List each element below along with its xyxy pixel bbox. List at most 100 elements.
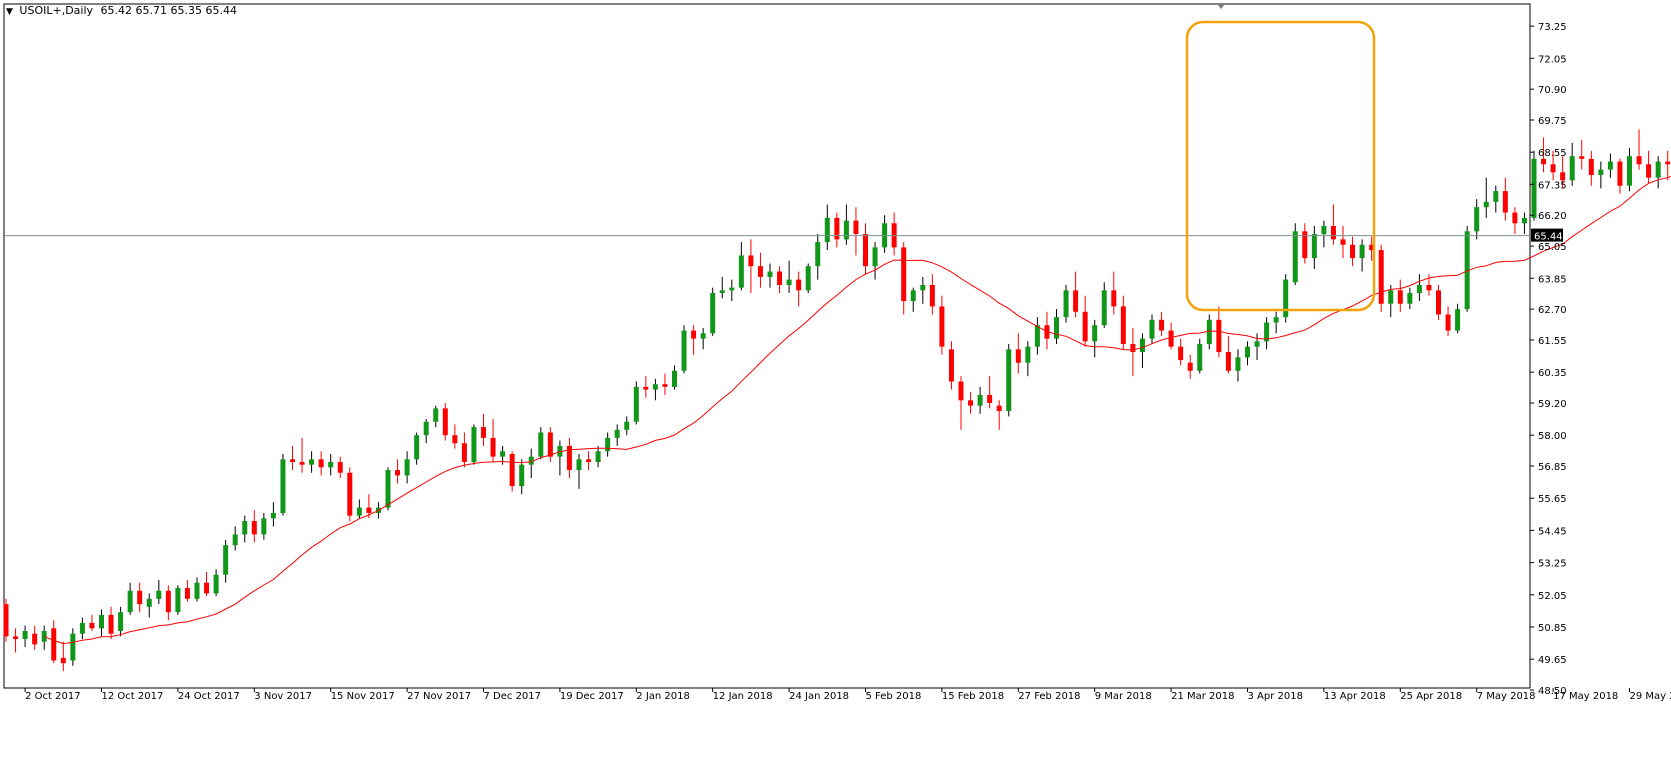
candle-body xyxy=(386,470,391,508)
candle-body xyxy=(1092,325,1097,341)
candle-body xyxy=(13,636,18,639)
candle-body xyxy=(653,384,658,389)
x-tick-label: 9 Mar 2018 xyxy=(1095,691,1152,702)
symbol-label: USOIL+,Daily xyxy=(19,4,93,17)
candle-body xyxy=(949,349,954,381)
current-price-label: 65.44 xyxy=(1534,232,1563,243)
x-tick-label: 27 Nov 2017 xyxy=(407,691,471,702)
candle-body xyxy=(634,387,639,422)
candle-body xyxy=(89,623,94,628)
y-tick-label: 72.05 xyxy=(1538,54,1567,65)
candle-body xyxy=(911,290,916,301)
collapse-triangle-icon[interactable]: ▼ xyxy=(6,7,13,17)
candle-body xyxy=(682,331,687,371)
candle-body xyxy=(997,406,1002,411)
candle-body xyxy=(863,234,868,266)
candle-body xyxy=(261,518,266,534)
candle-body xyxy=(1474,207,1479,231)
candle-body xyxy=(796,280,801,291)
candle-body xyxy=(806,266,811,290)
candle-body xyxy=(1226,352,1231,371)
candle-body xyxy=(1169,331,1174,347)
candle-body xyxy=(195,583,200,599)
candle-body xyxy=(214,575,219,594)
y-tick-label: 63.85 xyxy=(1538,274,1567,285)
candle-body xyxy=(643,387,648,390)
candle-body xyxy=(1102,290,1107,325)
x-tick-label: 27 Feb 2018 xyxy=(1018,691,1080,702)
candle-body xyxy=(1064,290,1069,317)
candle-body xyxy=(1579,156,1584,159)
candle-body xyxy=(710,293,715,333)
candle-body xyxy=(815,242,820,266)
candle-body xyxy=(1054,317,1059,338)
candle-body xyxy=(1350,245,1355,258)
candle-body xyxy=(662,384,667,387)
candle-body xyxy=(99,615,104,628)
candle-body xyxy=(1159,320,1164,331)
candle-body xyxy=(1436,290,1441,314)
candle-body xyxy=(405,459,410,475)
candle-body xyxy=(424,422,429,435)
x-tick-label: 12 Oct 2017 xyxy=(102,691,164,702)
candle-body xyxy=(1274,317,1279,322)
y-tick-label: 66.20 xyxy=(1538,211,1567,222)
candle-body xyxy=(1312,234,1317,258)
candle-body xyxy=(596,451,601,462)
candle-body xyxy=(1388,290,1393,303)
candle-body xyxy=(1398,290,1403,303)
candle-body xyxy=(204,583,209,594)
candle-body xyxy=(1608,162,1613,170)
candle-body xyxy=(1560,172,1565,180)
candle-body xyxy=(1235,357,1240,370)
candle-body xyxy=(548,432,553,456)
plot-frame xyxy=(4,4,1530,688)
candle-body xyxy=(309,459,314,464)
candle-body xyxy=(4,604,9,636)
y-tick-label: 49.65 xyxy=(1538,655,1567,666)
candle-body xyxy=(853,221,858,234)
candle-body xyxy=(32,634,37,645)
y-tick-label: 70.90 xyxy=(1538,85,1567,96)
candle-body xyxy=(739,255,744,287)
x-tick-label: 19 Dec 2017 xyxy=(560,691,624,702)
y-tick-label: 50.85 xyxy=(1538,623,1567,634)
y-tick-label: 65.05 xyxy=(1538,242,1567,253)
candle-body xyxy=(1283,280,1288,318)
candle-body xyxy=(1627,156,1632,186)
x-tick-label: 21 Mar 2018 xyxy=(1171,691,1234,702)
candle-body xyxy=(1207,320,1212,344)
candle-body xyxy=(414,435,419,459)
candle-body xyxy=(500,451,505,456)
candle-body xyxy=(271,513,276,518)
chart-shift-marker xyxy=(1217,4,1225,9)
candle-body xyxy=(1140,339,1145,352)
candle-body xyxy=(968,400,973,405)
candle-body xyxy=(366,508,371,513)
candle-body xyxy=(605,438,610,451)
candle-body xyxy=(1532,159,1537,218)
candle-body xyxy=(1589,159,1594,175)
candle-body xyxy=(175,588,180,612)
x-tick-label: 7 May 2018 xyxy=(1477,691,1536,702)
candle-body xyxy=(1646,164,1651,177)
candle-body xyxy=(1656,162,1661,178)
candle-body xyxy=(128,591,133,612)
candle-body xyxy=(1035,325,1040,346)
candle-body xyxy=(42,631,47,642)
candle-body xyxy=(242,521,247,534)
candle-body xyxy=(1665,162,1670,165)
candle-body xyxy=(1570,156,1575,180)
x-tick-label: 24 Oct 2017 xyxy=(178,691,240,702)
candle-body xyxy=(1493,191,1498,202)
x-tick-label: 15 Feb 2018 xyxy=(942,691,1004,702)
candle-body xyxy=(443,408,448,435)
y-tick-label: 54.45 xyxy=(1538,526,1567,537)
candle-body xyxy=(959,382,964,401)
chart-header: ▼ USOIL+,Daily 65.42 65.71 65.35 65.44 xyxy=(6,4,237,17)
candle-body xyxy=(1150,320,1155,339)
y-tick-label: 58.00 xyxy=(1538,431,1567,442)
candle-body xyxy=(23,631,28,639)
x-tick-label: 3 Nov 2017 xyxy=(254,691,312,702)
candle-body xyxy=(538,432,543,456)
